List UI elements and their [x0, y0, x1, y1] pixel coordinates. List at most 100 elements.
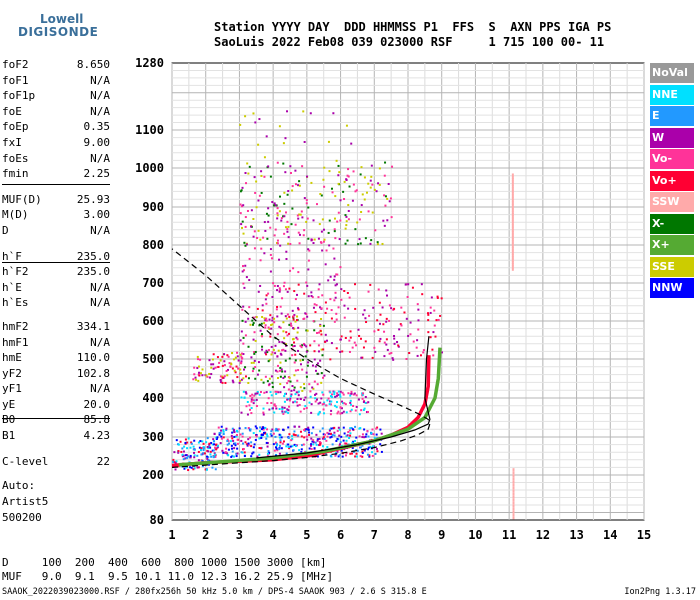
echo-point [327, 397, 330, 400]
echo-point [345, 411, 348, 414]
echo-point [274, 429, 277, 432]
echo-point [297, 349, 300, 352]
echo-point [330, 309, 333, 312]
echo-point [270, 353, 273, 356]
echo-point [376, 319, 379, 322]
param-name: foF2 [2, 58, 29, 71]
echo-point [297, 390, 300, 393]
echo-point [268, 318, 271, 321]
echo-point [247, 317, 250, 320]
echo-point [275, 308, 278, 311]
echo-point [245, 182, 248, 185]
echo-point [330, 317, 333, 320]
echo-point [287, 397, 290, 400]
echo-point [327, 279, 330, 282]
echo-point [221, 376, 224, 379]
echo-point [265, 349, 268, 352]
echo-point [370, 432, 373, 435]
echo-point [213, 455, 216, 458]
echo-point [511, 226, 514, 230]
echo-point [363, 449, 366, 452]
echo-point [383, 355, 386, 358]
echo-point [222, 430, 225, 433]
echo-point [278, 452, 281, 455]
echo-point [303, 140, 306, 143]
echo-point [255, 180, 258, 183]
echo-point [274, 344, 277, 347]
echo-point [222, 429, 225, 432]
echo-point [239, 368, 242, 371]
echo-point [208, 442, 211, 445]
echo-point [274, 390, 277, 393]
echo-point [511, 233, 514, 237]
echo-point [285, 392, 288, 395]
legend-item-vo-: Vo+ [650, 170, 694, 191]
echo-point [319, 359, 322, 362]
echo-point [263, 221, 266, 224]
echo-point [202, 442, 205, 445]
echo-point [262, 381, 265, 384]
echo-point [321, 445, 324, 448]
param-value: 235.0 [76, 265, 110, 279]
echo-point [255, 206, 258, 209]
echo-point [372, 433, 375, 436]
echo-point [317, 237, 320, 240]
echo-point [336, 412, 339, 415]
echo-point [291, 185, 294, 188]
echo-point [294, 400, 297, 403]
echo-point [239, 372, 242, 375]
echo-point [335, 283, 338, 286]
echo-point [236, 351, 239, 354]
echo-point [511, 175, 514, 179]
y-tick-label: 80 [150, 513, 164, 527]
echo-point [301, 358, 304, 361]
echo-point [260, 247, 263, 250]
echo-point [265, 391, 268, 394]
echo-point [297, 283, 300, 286]
echo-point [281, 370, 284, 373]
echo-point [278, 325, 281, 328]
echo-point [368, 454, 371, 457]
echo-point [278, 448, 281, 451]
echo-point [347, 175, 350, 178]
param-separator [2, 184, 110, 185]
echo-point [242, 342, 245, 345]
echo-point [305, 199, 308, 202]
echo-point [238, 427, 241, 430]
echo-point [246, 413, 249, 416]
echo-point [409, 333, 412, 336]
echo-point [422, 349, 425, 352]
echo-point [344, 214, 347, 217]
echo-point [386, 348, 389, 351]
echo-point [511, 196, 514, 200]
echo-point [265, 319, 268, 322]
echo-point [287, 236, 290, 239]
echo-point [302, 234, 305, 237]
echo-point [350, 390, 353, 393]
echo-point [302, 110, 305, 113]
echo-point [303, 436, 306, 439]
echo-point [235, 365, 238, 368]
echo-point [200, 453, 203, 456]
echo-point [294, 169, 297, 172]
echo-point [321, 354, 324, 357]
echo-point [323, 238, 326, 241]
echo-point [270, 345, 273, 348]
echo-point [314, 400, 317, 403]
echo-point [253, 394, 256, 397]
echo-point [220, 425, 223, 428]
echo-point [236, 452, 239, 455]
echo-point [245, 392, 248, 395]
echo-point [302, 317, 305, 320]
echo-point [337, 174, 340, 177]
echo-point [278, 407, 281, 410]
echo-point [329, 358, 332, 361]
echo-point [336, 450, 339, 453]
legend-item-noval: NoVal [650, 63, 694, 83]
echo-point [349, 434, 352, 437]
echo-point [270, 394, 273, 397]
echo-point [301, 368, 304, 371]
echo-point [511, 256, 514, 260]
echo-point [271, 381, 274, 384]
echo-point [348, 350, 351, 353]
